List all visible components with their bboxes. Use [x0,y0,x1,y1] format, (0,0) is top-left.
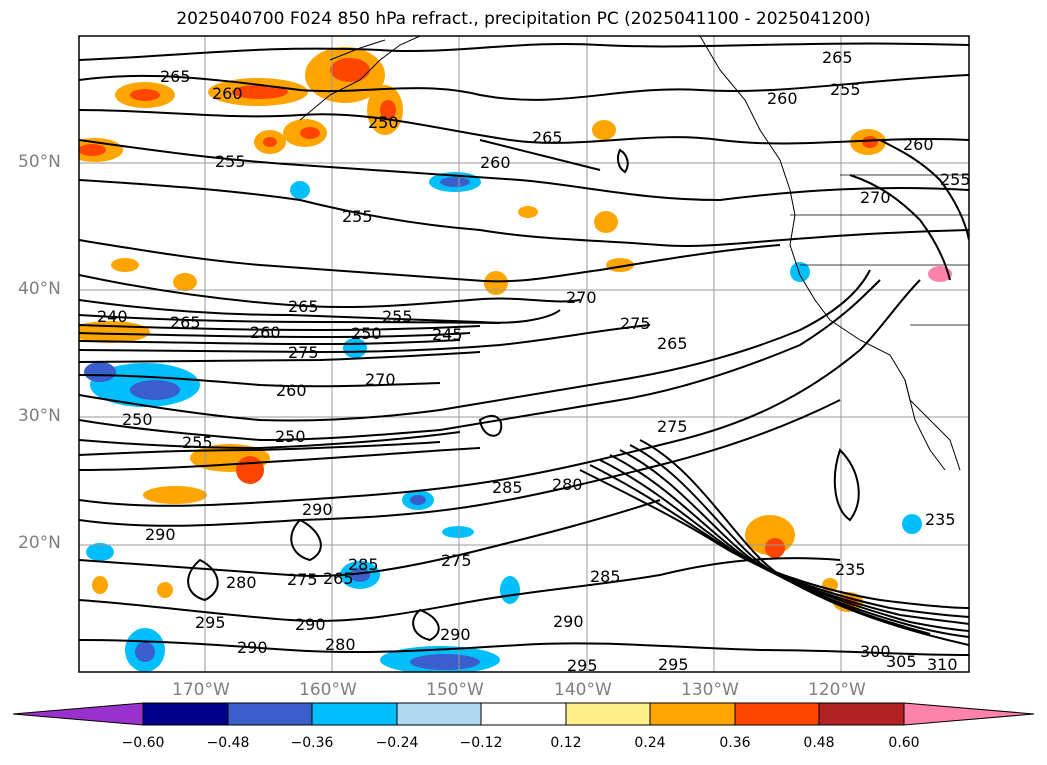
contour-label: 290 [440,625,471,644]
colorbar-tick: 0.24 [634,735,666,751]
contour-label: 270 [566,288,597,307]
colorbar-tick: 0.12 [550,735,582,751]
contour-label: 290 [145,525,176,544]
contour-label: 260 [276,381,307,400]
colorbar-tick: −0.36 [290,735,334,751]
contour-label: 245 [432,325,463,344]
contour-label: 285 [590,567,621,586]
contour-label: 265 [532,128,563,147]
lon-label-150w: 150°W [426,680,484,700]
contour-label: 275 [288,343,319,362]
contour-label: 260 [212,84,243,103]
contour-label: 265 [160,67,191,86]
plot-frame [78,35,970,673]
contour-label: 295 [658,655,689,674]
contour-labels: 265 260 255 250 265 260 255 265 260 255 … [97,48,971,675]
contour-label: 260 [250,323,281,342]
lat-label-30n: 30°N [18,406,61,426]
contour-label: 240 [97,307,128,326]
contour-label: 280 [226,573,257,592]
contour-label: 235 [835,560,866,579]
lat-label-40n: 40°N [18,279,61,299]
contour-label: 260 [767,89,798,108]
contour-label: 290 [295,615,326,634]
contour-label: 260 [903,135,934,154]
contour-label: 285 [492,478,523,497]
lon-label-170w: 170°W [172,680,230,700]
colorbar-tick: −0.12 [459,735,503,751]
contour-label: 275 [657,417,688,436]
colorbar [12,702,1035,726]
map-title: 2025040700 F024 850 hPa refract., precip… [176,9,871,29]
contour-label: 270 [365,370,396,389]
contour-label: 235 [925,510,956,529]
contour-label: 265 [288,297,319,316]
contour-label: 275 [441,551,472,570]
contour-label: 250 [368,113,399,132]
colorbar-tick: 0.60 [888,735,920,751]
contour-label: 265 [822,48,853,67]
contour-label: 255 [215,152,246,171]
contour-label: 300 [860,642,891,661]
contour-label: 255 [182,433,213,452]
colorbar-tick: 0.36 [719,735,751,751]
contour-label: 255 [382,307,413,326]
lon-label-140w: 140°W [554,680,612,700]
contour-label: 295 [195,613,226,632]
colorbar-tick: −0.48 [206,735,250,751]
contour-label: 265 [170,313,201,332]
refractivity-contours [79,42,969,656]
contour-label: 290 [237,638,268,657]
lon-label-120w: 120°W [808,680,866,700]
plot-area: 265 260 255 250 265 260 255 265 260 255 … [79,36,971,675]
lat-label-20n: 20°N [18,533,61,553]
contour-label: 250 [122,410,153,429]
colorbar-tick: −0.60 [121,735,165,751]
contour-label: 290 [553,612,584,631]
colorbar-tick: −0.24 [375,735,419,751]
contour-label: 295 [567,656,598,675]
contour-label: 255 [342,207,373,226]
contour-label: 280 [325,635,356,654]
coastlines [299,36,969,471]
colorbar-tick: 0.48 [803,735,835,751]
contour-label: 290 [302,500,333,519]
contour-label: 265 [657,334,688,353]
contour-label: 265 [323,569,354,588]
contour-label: 275 [287,570,318,589]
contour-label: 280 [552,475,583,494]
contour-label: 285 [348,555,379,574]
contour-label: 270 [860,188,891,207]
lon-label-130w: 130°W [681,680,739,700]
contour-label: 260 [480,153,511,172]
contour-label: 305 [886,652,917,671]
contour-label: 255 [830,80,861,99]
contour-label: 310 [927,655,958,674]
contour-label: 275 [620,314,651,333]
contour-label: 250 [351,324,382,343]
contour-label: 250 [275,427,306,446]
contour-label: 255 [940,170,971,189]
lon-label-160w: 160°W [299,680,357,700]
lat-label-50n: 50°N [18,152,61,172]
